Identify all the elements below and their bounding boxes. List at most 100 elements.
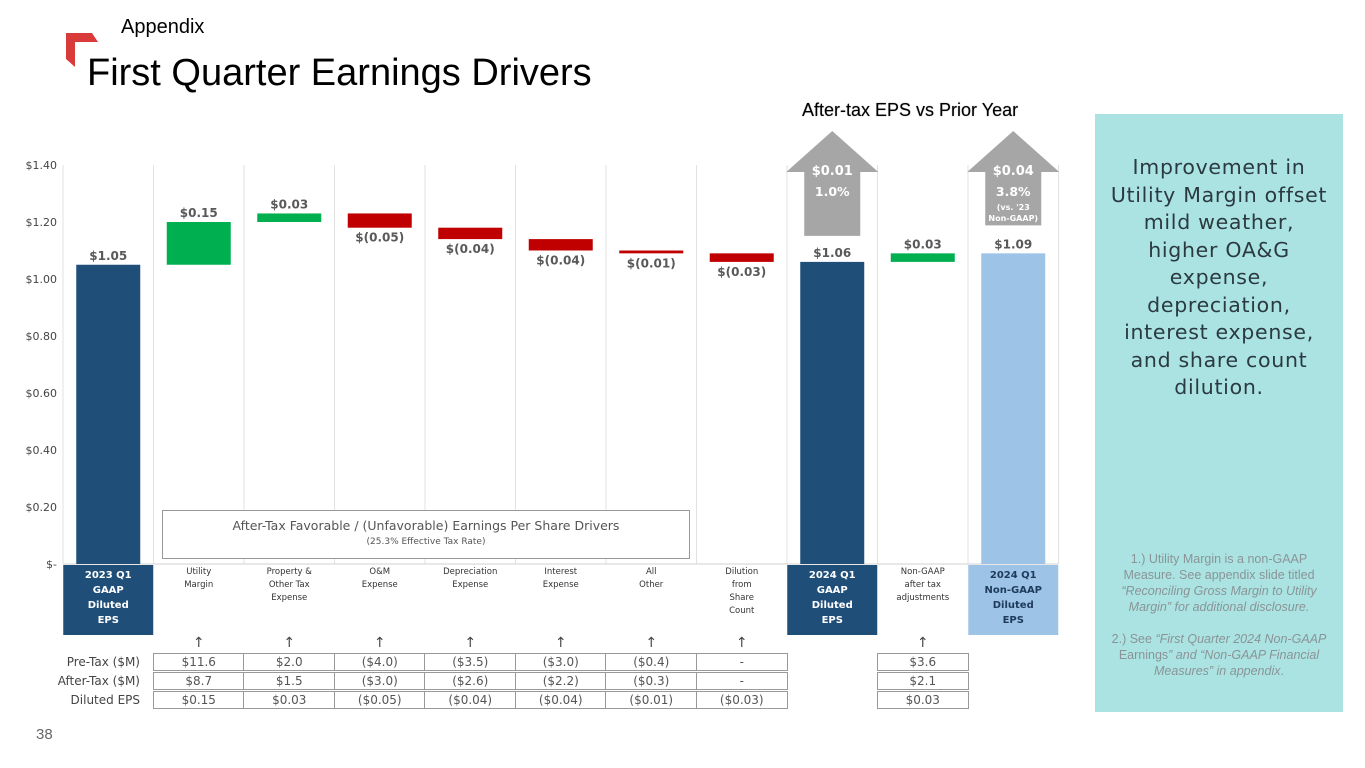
callout-arrow xyxy=(786,131,879,236)
footnote-1: 1.) Utility Margin is a non-GAAP Measure… xyxy=(1105,551,1333,615)
callout-arrow-group: $0.01 1.0% xyxy=(786,131,879,236)
category-label: All Other xyxy=(606,566,696,592)
data-label: $(0.03) xyxy=(717,265,766,279)
table-cell: - xyxy=(695,653,788,671)
callouts: $0.01 1.0% $0.04 3.8% (vs. '23 Non-GAAP) xyxy=(786,131,1060,236)
logo-corner-shape xyxy=(66,33,98,67)
callout-text: $0.01 xyxy=(812,164,853,179)
up-arrow-icon: ↑ xyxy=(192,635,205,651)
table-cell: ($4.0) xyxy=(333,653,426,671)
callout-arrow xyxy=(967,131,1060,226)
page-number: 38 xyxy=(36,726,53,743)
category-label: O&M Expense xyxy=(335,566,425,592)
table-cell: $0.03 xyxy=(243,691,336,709)
data-label: $(0.04) xyxy=(536,254,585,268)
up-arrow-icon: ↑ xyxy=(735,635,748,651)
bar xyxy=(257,213,322,222)
data-label: $(0.01) xyxy=(627,256,676,270)
category-label-line: Count xyxy=(729,606,755,616)
category-label: Utility Margin xyxy=(154,566,244,592)
category-label-line: Non-GAAP xyxy=(984,585,1043,596)
category-label-line: Non-GAAP xyxy=(900,567,945,577)
gridlines xyxy=(62,165,1059,565)
table-cell: ($3.5) xyxy=(424,653,517,671)
table-row-label-aftertax: After-Tax ($M) xyxy=(57,674,140,688)
category-label-line: Share xyxy=(729,593,755,603)
table-cell: ($0.03) xyxy=(695,691,788,709)
chart-title: After-tax EPS vs Prior Year xyxy=(802,100,1019,120)
callout-text: Non-GAAP) xyxy=(988,214,1038,223)
table-cell: ($0.04) xyxy=(514,691,607,709)
category-label: 2023 Q1 GAAP Diluted EPS xyxy=(63,566,153,632)
category-label-line: EPS xyxy=(97,615,119,626)
table-cell: $3.6 xyxy=(876,653,969,671)
table-cell: $0.15 xyxy=(152,691,245,709)
data-label: $0.15 xyxy=(180,206,218,220)
table-cell: - xyxy=(695,672,788,690)
category-highlights xyxy=(63,565,1059,635)
drivers-note-subtitle: (25.3% Effective Tax Rate) xyxy=(366,537,486,547)
footnote-2-ref-b: ” and “Non-GAAP xyxy=(1168,648,1270,662)
category-label-line: Interest xyxy=(544,567,578,577)
category-label-line: O&M xyxy=(369,567,391,577)
up-arrow-icon: ↑ xyxy=(283,635,296,651)
footnote-1-text: 1.) Utility Margin is a non-GAAP Measure… xyxy=(1123,552,1315,582)
bar xyxy=(347,213,412,228)
category-label-line: Utility xyxy=(186,567,212,577)
logo-corner-mark xyxy=(66,33,98,67)
category-label: 2024 Q1 Non-GAAP Diluted EPS xyxy=(968,566,1058,632)
y-tick-label: $- xyxy=(46,558,57,571)
up-arrow-icon: ↑ xyxy=(916,635,929,651)
table-row-label-eps: Diluted EPS xyxy=(70,693,140,707)
category-label: Non-GAAP after tax adjustments xyxy=(878,566,968,605)
data-label: $(0.05) xyxy=(355,231,404,245)
category-label-line: EPS xyxy=(1002,615,1024,626)
total-category-cell xyxy=(63,565,154,635)
up-arrow-icon: ↑ xyxy=(464,635,477,651)
footnote-2: 2.) See “First Quarter 2024 Non-GAAP Ear… xyxy=(1105,631,1333,679)
bar xyxy=(619,250,684,254)
callout-text: $0.04 xyxy=(993,164,1034,179)
category-label-line: 2024 Q1 xyxy=(989,570,1037,581)
table-cell: ($0.04) xyxy=(424,691,517,709)
table-cell: ($0.3) xyxy=(605,672,698,690)
y-tick-label: $0.20 xyxy=(26,501,58,514)
bar xyxy=(981,253,1046,564)
page-title: First Quarter Earnings Drivers xyxy=(87,52,592,94)
y-axis-ticks: $- $0.20 $0.40 $0.60 $0.80 $1.00 $1.20 $1.40 xyxy=(26,159,58,571)
table-cell: ($3.0) xyxy=(514,653,607,671)
category-label-line: Expense xyxy=(361,580,398,590)
table-cell: $2.1 xyxy=(876,672,969,690)
category-label-line: Margin xyxy=(184,580,214,590)
table-cell: ($3.0) xyxy=(333,672,426,690)
category-label-line: Expense xyxy=(542,580,579,590)
bar xyxy=(166,222,231,265)
category-label: Depreciation Expense xyxy=(425,566,515,592)
drivers-note-box: After-Tax Favorable / (Unfavorable) Earn… xyxy=(162,510,690,559)
category-label-line: Property & xyxy=(266,567,312,577)
category-label: Interest Expense xyxy=(516,566,606,592)
total-category-cell xyxy=(787,565,878,635)
commentary-panel: Improvement in Utility Margin offset mil… xyxy=(1095,114,1343,712)
y-tick-label: $0.80 xyxy=(26,330,58,343)
data-label: $(0.04) xyxy=(446,242,495,256)
bar xyxy=(890,253,955,262)
callout-text: 1.0% xyxy=(815,184,850,199)
footnote-2-end: . xyxy=(1280,664,1284,678)
callout-text: 3.8% xyxy=(996,184,1031,199)
category-label-line: Other Tax xyxy=(268,580,310,590)
category-label-line: GAAP xyxy=(92,585,124,596)
data-label: $1.05 xyxy=(89,249,127,263)
footnote-2-text: 2.) See xyxy=(1111,632,1156,646)
table-cell: ($0.4) xyxy=(605,653,698,671)
category-label-line: GAAP xyxy=(816,585,848,596)
y-tick-label: $1.00 xyxy=(26,273,58,286)
category-label-line: Other xyxy=(639,580,664,590)
bar xyxy=(528,239,593,251)
data-label: $0.03 xyxy=(270,197,308,211)
footnotes: 1.) Utility Margin is a non-GAAP Measure… xyxy=(1105,551,1333,679)
category-label: Dilution from Share Count xyxy=(697,566,787,618)
category-label-line: 2023 Q1 xyxy=(84,570,132,581)
table-cell: ($2.2) xyxy=(514,672,607,690)
category-label-line: after tax xyxy=(904,580,941,590)
